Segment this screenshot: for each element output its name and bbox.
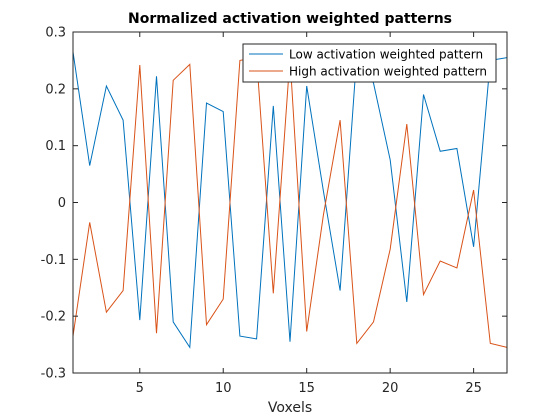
chart-title: Normalized activation weighted patterns xyxy=(128,11,452,27)
x-tick-label: 25 xyxy=(465,381,482,396)
y-tick-label: 0.2 xyxy=(45,82,66,97)
legend: Low activation weighted pattern High acti… xyxy=(243,44,496,82)
y-tick-label: -0.2 xyxy=(41,310,66,325)
legend-label: Low activation weighted pattern xyxy=(289,48,483,62)
x-tick-label: 20 xyxy=(382,381,399,396)
y-tick-label: 0.1 xyxy=(45,139,66,154)
y-tick-label: -0.1 xyxy=(41,253,66,268)
x-tick-label: 15 xyxy=(298,381,315,396)
x-axis-label: Voxels xyxy=(268,400,312,416)
y-tick-label: 0 xyxy=(58,196,66,211)
y-tick-label: -0.3 xyxy=(41,367,66,382)
legend-label: High activation weighted pattern xyxy=(289,65,487,79)
x-tick-label: 5 xyxy=(136,381,144,396)
y-tick-label: 0.3 xyxy=(45,26,66,41)
x-tick-label: 10 xyxy=(215,381,232,396)
